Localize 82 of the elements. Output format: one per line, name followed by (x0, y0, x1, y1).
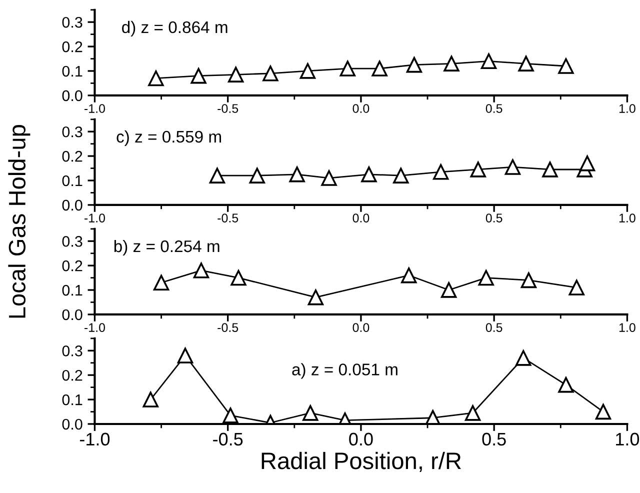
x-tick-label: 1.0 (616, 432, 640, 446)
point (558, 377, 574, 393)
point (595, 404, 612, 420)
y-tick-label: 0.0 (62, 418, 82, 430)
point (321, 170, 337, 186)
point (568, 280, 584, 296)
point (518, 56, 534, 72)
point (440, 282, 457, 298)
point (308, 290, 324, 306)
point (228, 66, 244, 82)
x-tick-label: 0.0 (352, 214, 370, 222)
point (558, 58, 574, 74)
point (340, 60, 356, 76)
x-tick-label: -0.5 (218, 104, 238, 113)
annotation: b) z = 0.254 m (114, 240, 220, 256)
point (190, 68, 206, 84)
x-tick-label: -0.5 (218, 323, 238, 332)
x-tick-label: -1.0 (80, 432, 110, 446)
y-tick-label: 0.2 (62, 41, 82, 52)
point (249, 168, 265, 184)
x-tick-label: 0.5 (486, 104, 502, 113)
point (209, 168, 226, 184)
point (542, 162, 558, 178)
point (193, 262, 210, 278)
x-tick-label: -0.5 (218, 214, 238, 222)
point (579, 156, 596, 172)
x-tick-label: 0.0 (352, 104, 370, 113)
x-tick-label: 0.5 (482, 432, 506, 446)
point (230, 270, 246, 286)
point (289, 166, 305, 182)
point (300, 63, 316, 79)
point (361, 166, 377, 182)
point (444, 56, 460, 72)
annotation: c) z = 0.559 m (116, 130, 221, 146)
x-tick-label: 1.0 (619, 104, 636, 113)
y-tick-label: 0.1 (62, 66, 82, 77)
point (148, 70, 164, 86)
x-tick-label: 0.5 (486, 323, 502, 332)
x-tick-label: 1.0 (619, 214, 636, 222)
y-tick-label: 0.1 (62, 284, 82, 296)
x-tick-label: 0.0 (352, 323, 370, 332)
y-tick-label: 0.3 (62, 16, 82, 28)
point (406, 57, 422, 73)
x-tick-label: 0.5 (486, 214, 502, 222)
point (142, 392, 158, 408)
y-tick-label: 0.2 (62, 150, 82, 162)
annotation: d) z = 0.864 m (122, 20, 228, 36)
y-axis-title: Local Gas Hold-up (8, 125, 30, 318)
point (520, 272, 537, 288)
y-tick-label: 0.3 (62, 236, 82, 247)
point (372, 60, 388, 76)
y-tick-label: 0.3 (62, 126, 82, 138)
x-tick-label: 0.0 (349, 432, 373, 446)
y-tick-label: 0.3 (62, 346, 82, 356)
y-tick-label: 0.2 (62, 370, 82, 381)
point (480, 53, 497, 70)
x-axis-title: Radial Position, r/R (262, 452, 461, 472)
point (153, 274, 170, 291)
x-tick-label: -1.0 (84, 214, 105, 222)
point (432, 164, 449, 180)
point (222, 408, 238, 424)
point (516, 350, 532, 366)
point (464, 405, 481, 421)
point (393, 168, 409, 184)
point (478, 270, 494, 286)
point (177, 348, 194, 364)
point (401, 268, 417, 284)
y-tick-label: 0.0 (62, 309, 82, 320)
point (302, 405, 318, 421)
point (504, 159, 521, 175)
point (470, 162, 486, 178)
x-tick-label: 1.0 (619, 323, 636, 332)
annotation: a) z = 0.051 m (292, 363, 398, 379)
y-tick-label: 0.0 (62, 200, 82, 211)
x-tick-label: -1.0 (84, 104, 105, 113)
x-tick-label: -1.0 (84, 323, 105, 332)
x-tick-label: -0.5 (213, 432, 243, 446)
y-tick-label: 0.2 (62, 260, 82, 272)
y-tick-label: 0.0 (62, 90, 82, 102)
y-tick-label: 0.1 (62, 175, 82, 186)
y-tick-label: 0.1 (62, 394, 82, 406)
point (262, 66, 278, 82)
